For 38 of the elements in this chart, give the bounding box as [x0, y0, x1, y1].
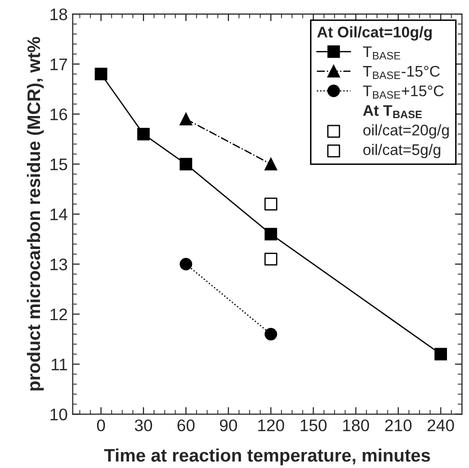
legend-title: At Oil/cat=10g/g: [317, 26, 432, 41]
point: [434, 348, 447, 360]
legend-label: T$_{BASE}$+15°C: [363, 85, 444, 99]
point: [264, 328, 278, 340]
y-tick-label: 10: [50, 408, 68, 420]
point: [137, 128, 150, 140]
x-tick-label: 240: [428, 419, 454, 432]
y-tick-label: 14: [50, 208, 68, 220]
legend-label: oil/cat=5g/g: [363, 144, 440, 158]
point: [180, 158, 192, 170]
x-tick-label: 210: [385, 419, 412, 432]
annotation: At T$_{BASE}$: [363, 105, 422, 118]
y-tick-label: 12: [50, 308, 67, 320]
legend-label: T$_{BASE}$-15°C: [363, 66, 440, 80]
x-tick-label: 30: [134, 419, 152, 432]
point: [180, 112, 192, 126]
y-tick-label: 18: [50, 8, 68, 20]
point: [94, 68, 108, 80]
y-tick-label: 13: [50, 258, 68, 270]
point: [264, 252, 278, 266]
point: [264, 158, 278, 170]
y-tick-label: 15: [50, 158, 68, 170]
legend-label: oil/cat=20g/g: [363, 124, 449, 139]
x-tick-label: 120: [258, 419, 284, 432]
y-tick-label: 17: [50, 58, 67, 70]
point: [264, 198, 278, 211]
point: [264, 228, 278, 240]
x-tick-label: 180: [343, 419, 370, 432]
x-tick-label: 60: [178, 419, 195, 432]
y-tick-label: 11: [52, 358, 68, 370]
x-axis-title: Time at reaction temperature, minutes: [104, 448, 430, 466]
x-tick-label: 0: [97, 419, 105, 432]
x-tick-label: 90: [220, 419, 238, 432]
point: [180, 258, 192, 270]
x-tick-label: 150: [300, 419, 327, 432]
y-axis-title: product microcarbon residue (MCR), wt%: [26, 37, 44, 390]
y-tick-label: 16: [50, 108, 68, 120]
legend-label: T$_{BASE}$: [363, 46, 400, 60]
